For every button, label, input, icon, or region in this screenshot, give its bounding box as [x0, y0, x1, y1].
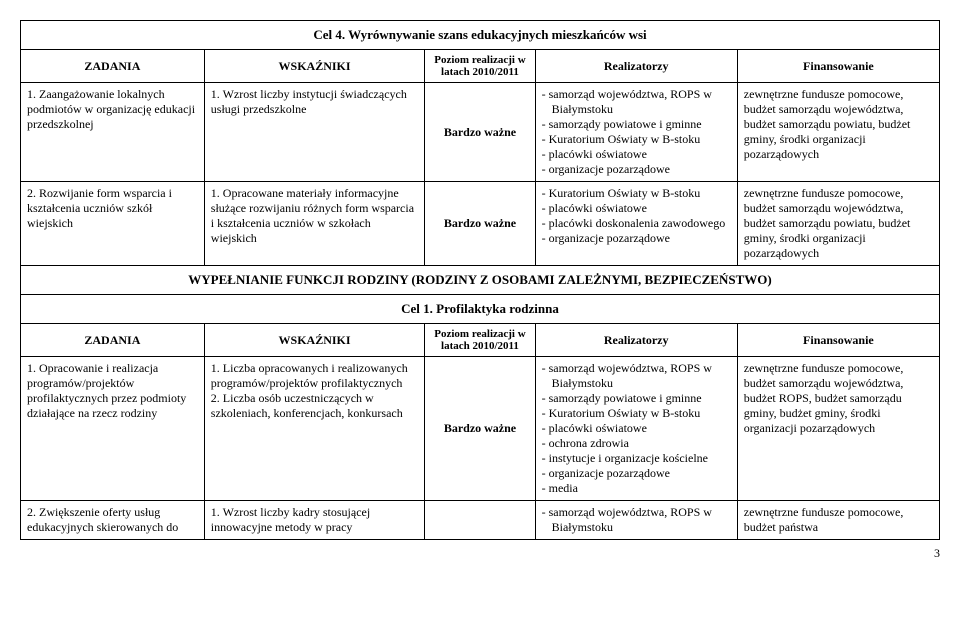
- cell-realizatorzy: - samorząd województwa, ROPS w Białymsto…: [535, 501, 737, 540]
- list-item: - Kuratorium Oświaty w B-stoku: [542, 186, 731, 201]
- cell-wskazniki: 1. Wzrost liczby kadry stosującej innowa…: [204, 501, 425, 540]
- header-wskazniki: WSKAŹNIKI: [204, 50, 425, 83]
- table-row: 2. Zwiększenie oferty usług edukacyjnych…: [21, 501, 940, 540]
- cell-finansowanie: zewnętrzne fundusze pomocowe, budżet sam…: [737, 357, 939, 501]
- list-item: - placówki oświatowe: [542, 421, 731, 436]
- header-row: ZADANIA WSKAŹNIKI Poziom realizacji w la…: [21, 50, 940, 83]
- section-header: WYPEŁNIANIE FUNKCJI RODZINY (RODZINY Z O…: [21, 266, 940, 295]
- cell-poziom: [425, 501, 535, 540]
- header-zadania: ZADANIA: [21, 50, 205, 83]
- table-row: 1. Zaangażowanie lokalnych podmiotów w o…: [21, 83, 940, 182]
- list-item: - placówki oświatowe: [542, 201, 731, 216]
- header-finansowanie: Finansowanie: [737, 50, 939, 83]
- table-row: 1. Opracowanie i realizacja programów/pr…: [21, 357, 940, 501]
- cell-realizatorzy: - samorząd województwa, ROPS w Białymsto…: [535, 357, 737, 501]
- table-row: 2. Rozwijanie form wsparcia i kształceni…: [21, 182, 940, 266]
- list-item: - samorządy powiatowe i gminne: [542, 391, 731, 406]
- cell-zadania: 1. Opracowanie i realizacja programów/pr…: [21, 357, 205, 501]
- cell-finansowanie: zewnętrzne fundusze pomocowe, budżet sam…: [737, 182, 939, 266]
- header-poziom: Poziom realizacji w latach 2010/2011: [425, 50, 535, 83]
- sub-title: Cel 1. Profilaktyka rodzinna: [21, 295, 940, 324]
- list-item: - samorząd województwa, ROPS w Białymsto…: [542, 361, 731, 391]
- cell-wskazniki: 1. Liczba opracowanych i realizowanych p…: [204, 357, 425, 501]
- cell-finansowanie: zewnętrzne fundusze pomocowe, budżet pań…: [737, 501, 939, 540]
- header-wskazniki: WSKAŹNIKI: [204, 324, 425, 357]
- header-realizatorzy: Realizatorzy: [535, 50, 737, 83]
- main-table: Cel 4. Wyrównywanie szans edukacyjnych m…: [20, 20, 940, 540]
- list-item: - Kuratorium Oświaty w B-stoku: [542, 132, 731, 147]
- list-item: - placówki oświatowe: [542, 147, 731, 162]
- cell-zadania: 2. Rozwijanie form wsparcia i kształceni…: [21, 182, 205, 266]
- list-item: - organizacje pozarządowe: [542, 162, 731, 177]
- list-item: - organizacje pozarządowe: [542, 231, 731, 246]
- list-item: - ochrona zdrowia: [542, 436, 731, 451]
- list-item: - organizacje pozarządowe: [542, 466, 731, 481]
- list-item: - instytucje i organizacje kościelne: [542, 451, 731, 466]
- cell-realizatorzy: - samorząd województwa, ROPS w Białymsto…: [535, 83, 737, 182]
- cell-poziom: Bardzo ważne: [425, 357, 535, 501]
- list-item: - samorządy powiatowe i gminne: [542, 117, 731, 132]
- cell-realizatorzy: - Kuratorium Oświaty w B-stoku - placówk…: [535, 182, 737, 266]
- header-poziom: Poziom realizacji w latach 2010/2011: [425, 324, 535, 357]
- list-item: - media: [542, 481, 731, 496]
- header-finansowanie: Finansowanie: [737, 324, 939, 357]
- cell-poziom: Bardzo ważne: [425, 182, 535, 266]
- main-title: Cel 4. Wyrównywanie szans edukacyjnych m…: [21, 21, 940, 50]
- page-number: 3: [20, 546, 940, 561]
- cell-zadania: 2. Zwiększenie oferty usług edukacyjnych…: [21, 501, 205, 540]
- cell-wskazniki: 1. Wzrost liczby instytucji świadczących…: [204, 83, 425, 182]
- header-zadania: ZADANIA: [21, 324, 205, 357]
- list-item: - samorząd województwa, ROPS w Białymsto…: [542, 505, 731, 535]
- cell-finansowanie: zewnętrzne fundusze pomocowe, budżet sam…: [737, 83, 939, 182]
- list-item: - Kuratorium Oświaty w B-stoku: [542, 406, 731, 421]
- cell-wskazniki: 1. Opracowane materiały informacyjne słu…: [204, 182, 425, 266]
- header-row: ZADANIA WSKAŹNIKI Poziom realizacji w la…: [21, 324, 940, 357]
- list-item: - placówki doskonalenia zawodowego: [542, 216, 731, 231]
- header-realizatorzy: Realizatorzy: [535, 324, 737, 357]
- cell-poziom: Bardzo ważne: [425, 83, 535, 182]
- list-item: - samorząd województwa, ROPS w Białymsto…: [542, 87, 731, 117]
- cell-zadania: 1. Zaangażowanie lokalnych podmiotów w o…: [21, 83, 205, 182]
